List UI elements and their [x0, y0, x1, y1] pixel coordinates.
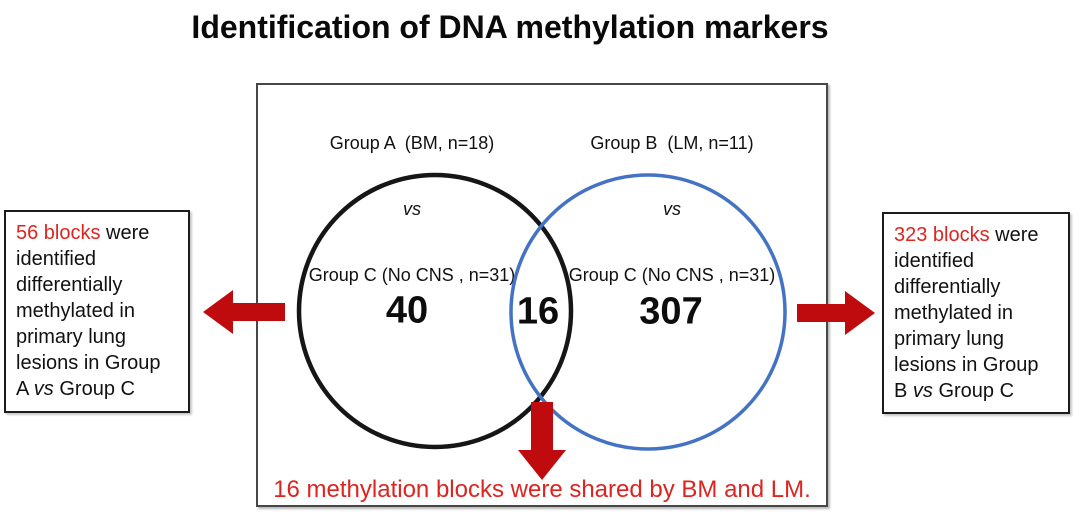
note-box-group-b: 323 blocks were identified differentiall…	[882, 212, 1070, 414]
note-b-highlight: 323 blocks	[894, 224, 990, 246]
note-b-text1: were identified differentially methylate…	[894, 224, 1039, 402]
venn-count-right-only: 307	[639, 290, 703, 333]
comparison-b-line2: Group C (No CNS , n=31)	[568, 265, 776, 285]
shared-blocks-caption: 16 methylation blocks were shared by BM …	[273, 476, 811, 503]
note-b-text2: Group C	[932, 380, 1015, 402]
comparison-a-vs: vs	[402, 199, 421, 219]
venn-count-intersection: 16	[516, 290, 560, 333]
note-b-vs: vs	[912, 380, 933, 402]
note-a-text1: were identified differentially methylate…	[16, 222, 161, 400]
note-a-vs: vs	[33, 378, 54, 400]
figure-title: Identification of DNA methylation marker…	[191, 9, 829, 45]
note-a-highlight: 56 blocks	[16, 222, 101, 244]
note-a-text2: Group C	[53, 378, 135, 400]
note-box-group-a: 56 blocks were identified differentially…	[4, 210, 190, 413]
comparison-b-vs: vs	[662, 199, 681, 219]
comparison-a-line1: Group A (BM, n=18)	[329, 133, 495, 153]
comparison-a-line2: Group C (No CNS , n=31)	[308, 265, 516, 285]
venn-count-left-only: 40	[385, 289, 429, 332]
comparison-b-line1: Group B (LM, n=11)	[590, 133, 754, 153]
